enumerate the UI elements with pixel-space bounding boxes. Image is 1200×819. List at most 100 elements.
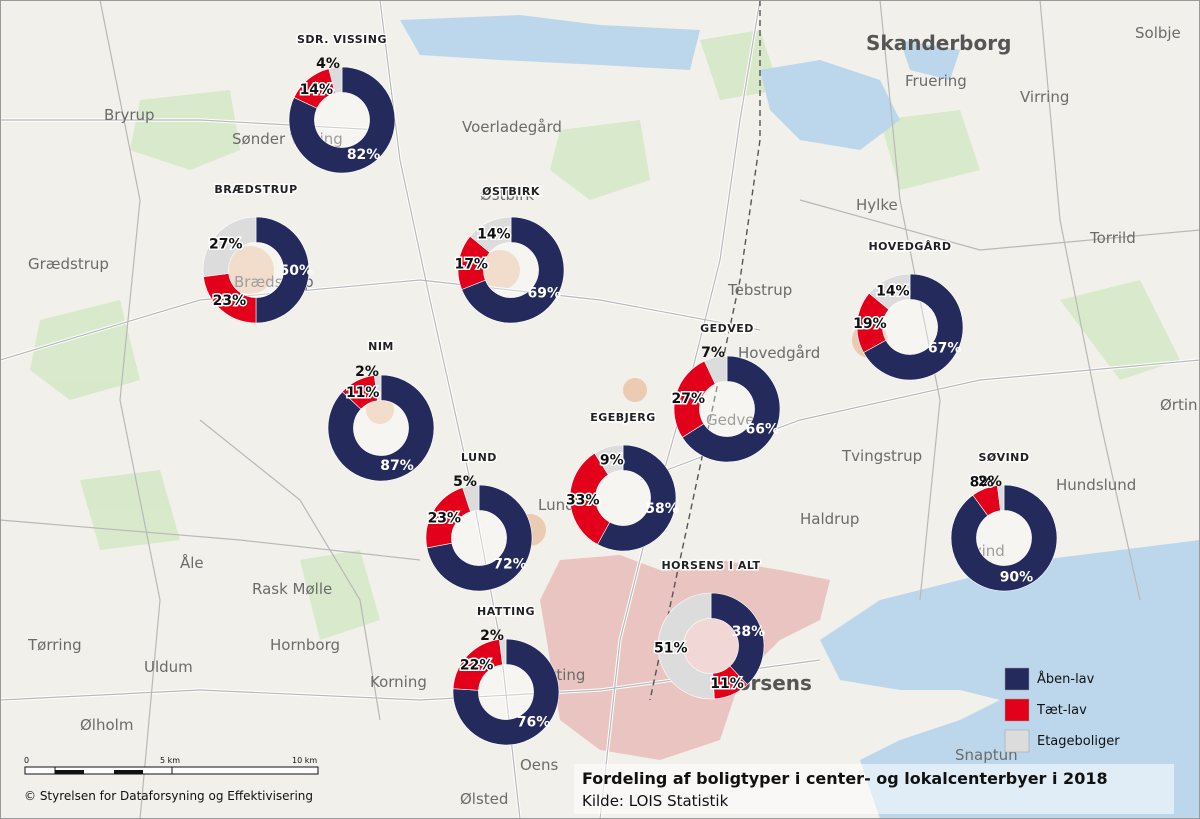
donut-label-aaben-lav: 76% — [517, 714, 551, 730]
donut-label-aaben-lav: 82% — [347, 147, 381, 163]
donut-label-aaben-lav: 66% — [746, 421, 780, 437]
donut-label-etageboliger: 14% — [477, 227, 511, 243]
town-name: BRÆDSTRUP — [214, 183, 297, 196]
donut-label-taet-lav: 19% — [853, 316, 887, 332]
scale-tick-0: 0 — [24, 756, 29, 765]
legend-label-etageboliger: Etageboliger — [1037, 734, 1120, 749]
map-title: Fordeling af boligtyper i center- og lok… — [582, 769, 1108, 788]
donut-horsens-i-alt: 38% 11% 51% HORSENS I ALT — [652, 558, 765, 700]
donut-label-etageboliger: 14% — [876, 284, 910, 300]
place-names: Skanderborg SolbjeFrueringVirringBryrupSø… — [27, 24, 1198, 808]
place-name: Rask Mølle — [252, 580, 332, 598]
donut-label-taet-lav: 11% — [710, 676, 744, 692]
donut-label-taet-lav: 14% — [300, 82, 334, 98]
place-name: Haldrup — [800, 510, 859, 528]
place-name: Ølholm — [80, 716, 133, 734]
town-name: HOVEDGÅRD — [868, 240, 951, 253]
place-name: Åle — [180, 553, 204, 572]
donut-label-aaben-lav: 58% — [645, 501, 679, 517]
donut-gedved: 66% 27% 7% GEDVED — [670, 321, 781, 463]
donut-hole — [683, 618, 739, 674]
donut-label-aaben-lav: 50% — [280, 263, 314, 279]
place-name: Tvingstrup — [841, 447, 922, 465]
place-name: Hornborg — [270, 636, 340, 654]
place-name: Hovedgård — [738, 344, 820, 362]
donut-sdr-vissing: 82% 14% 4% SDR. VISSING — [288, 32, 396, 174]
legend-swatch-aaben-lav — [1004, 667, 1030, 691]
donut-slice-etageboliger — [594, 444, 624, 476]
donut-lund: 72% 23% 5% LUND — [425, 450, 533, 592]
donut-hole — [699, 381, 755, 437]
donut-label-etageboliger: 9% — [600, 452, 624, 468]
donut-label-aaben-lav: 90% — [1000, 569, 1034, 585]
place-name: Virring — [1020, 88, 1069, 106]
donut-søvind: 90% 8%2% SØVIND — [950, 450, 1058, 592]
legend-label-taet-lav: Tæt-lav — [1036, 703, 1087, 718]
donut-label-etageboliger: 27% — [209, 236, 243, 252]
place-name: Ørtin — [1160, 396, 1198, 414]
donut-label-taet-lav: 27% — [672, 391, 706, 407]
donut-label-etageboliger: 4% — [316, 56, 340, 72]
town-name: HORSENS I ALT — [661, 559, 760, 572]
donut-hole — [314, 92, 370, 148]
donut-hole — [882, 299, 938, 355]
donut-hatting: 76% 22% 2% HATTING — [452, 604, 560, 746]
donut-slice-etageboliger — [499, 638, 507, 665]
donut-label-etageboliger: 2% — [480, 628, 504, 644]
town-name: HATTING — [477, 605, 535, 618]
place-name: Skanderborg — [866, 31, 1011, 55]
donut-label-etageboliger: 2% — [978, 474, 1002, 490]
town-name: LUND — [461, 451, 497, 464]
donut-label-aaben-lav: 87% — [380, 458, 414, 474]
donut-slice-aaben-lav — [950, 484, 1058, 592]
town-name: GEDVED — [700, 322, 754, 335]
place-name: Korning — [370, 673, 427, 691]
donut-slice-etageboliger — [997, 484, 1005, 511]
donut-slice-aaben-lav — [255, 216, 310, 324]
town-name: SØVIND — [978, 451, 1029, 464]
place-name: Solbje — [1135, 24, 1181, 42]
donut-label-taet-lav: 8% — [970, 474, 994, 490]
donut-slice-etageboliger — [469, 216, 512, 253]
donut-slice-aaben-lav — [461, 216, 565, 324]
donut-charts: 82% 14% 4% SDR. VISSING 50% 23% 27% BRÆDSTRUP 69… — [202, 32, 1058, 746]
donut-hole — [451, 510, 507, 566]
donut-slice-etageboliger — [328, 66, 343, 94]
donut-slice-aaben-lav — [426, 484, 533, 592]
place-name: Tørring — [27, 636, 82, 654]
donut-hole — [353, 400, 409, 456]
donut-label-taet-lav: 22% — [460, 657, 494, 673]
place-name: Torrild — [1089, 229, 1136, 247]
place-name: Voerladegård — [462, 118, 562, 136]
donut-slice-etageboliger — [657, 592, 715, 700]
donut-label-etageboliger: 5% — [453, 474, 477, 490]
donut-slice-etageboliger — [462, 484, 480, 513]
donut-slice-aaben-lav — [597, 444, 677, 552]
donut-slice-aaben-lav — [681, 355, 781, 463]
donut-hole — [976, 510, 1032, 566]
donut-slice-etageboliger — [868, 273, 911, 310]
donut-label-etageboliger: 51% — [654, 640, 688, 656]
town-name: SDR. VISSING — [297, 33, 387, 46]
donut-østbirk: 69% 17% 14% ØSTBIRK — [453, 184, 565, 324]
donut-slice-aaben-lav — [327, 374, 435, 482]
donut-hole — [478, 664, 534, 720]
legend: Åben-lav Tæt-lav Etageboliger — [1004, 667, 1120, 753]
donut-slice-aaben-lav — [452, 638, 560, 746]
place-name: Fruering — [905, 72, 967, 90]
place-name: Grædstrup — [28, 255, 109, 273]
donut-label-etageboliger: 2% — [355, 364, 379, 380]
donut-hole — [228, 242, 284, 298]
legend-label-aaben-lav: Åben-lav — [1037, 671, 1095, 687]
scale-tick-10km: 10 km — [292, 756, 317, 765]
legend-swatch-taet-lav — [1004, 698, 1030, 722]
place-name: Snaptun — [955, 746, 1018, 764]
place-name: Hundslund — [1056, 476, 1136, 494]
scale-bar: 0 5 km 10 km — [24, 756, 319, 775]
place-name: Tebstrup — [727, 281, 792, 299]
donut-hovedgård: 67% 19% 14% HOVEDGÅRD — [852, 239, 964, 381]
scale-tick-5km: 5 km — [160, 756, 180, 765]
place-name: Lund — [538, 496, 575, 514]
donut-label-taet-lav: 17% — [454, 257, 488, 273]
